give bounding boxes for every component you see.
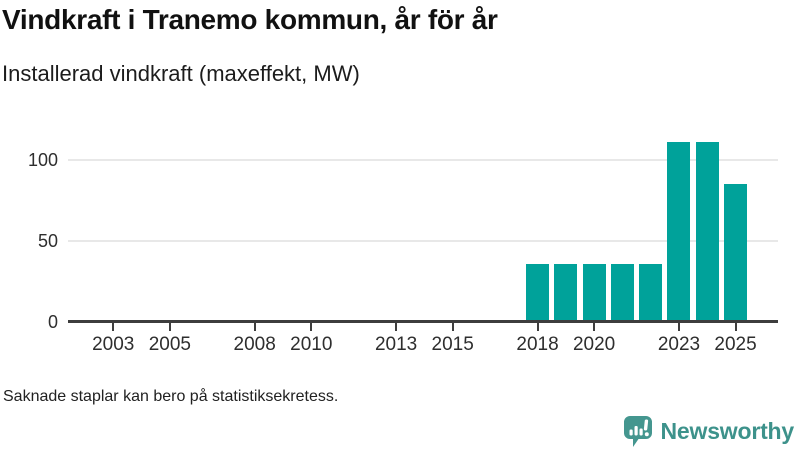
y-axis-tick-label: 100 — [27, 150, 58, 170]
x-axis-tick-label: 2018 — [516, 334, 559, 355]
chart-bar — [554, 263, 578, 322]
x-axis-tick-label: 2015 — [431, 334, 474, 355]
x-axis-tick — [536, 322, 539, 331]
x-axis-tick-label: 2025 — [714, 334, 757, 355]
x-axis-tick-label: 2005 — [148, 334, 191, 355]
x-axis-tick — [253, 322, 256, 331]
x-axis-tick-label: 2013 — [374, 334, 418, 355]
chart-bar — [610, 263, 634, 322]
x-axis-tick — [593, 322, 596, 331]
x-axis-tick — [734, 322, 737, 331]
chart-bar — [724, 184, 748, 322]
x-axis-tick-label: 2003 — [92, 334, 135, 355]
x-axis-tick-label: 2010 — [290, 334, 333, 355]
x-axis-line — [68, 320, 778, 323]
y-gridline — [68, 159, 778, 161]
chart-bar — [639, 263, 663, 322]
x-axis-tick — [310, 322, 313, 331]
chart-bar — [582, 263, 606, 322]
chart-bar — [667, 142, 691, 322]
chart-title: Vindkraft i Tranemo kommun, år för år — [2, 4, 498, 35]
chart-bar — [695, 142, 719, 322]
y-axis-tick-label: 50 — [37, 231, 58, 251]
chart-subtitle: Installerad vindkraft (maxeffekt, MW) — [2, 61, 360, 86]
y-axis-tick-label: 0 — [47, 312, 58, 332]
newsworthy-logo: Newsworthy — [623, 414, 794, 448]
x-axis-tick — [112, 322, 115, 331]
y-gridline — [68, 240, 778, 242]
footnote: Saknade staplar kan bero på statistiksek… — [3, 388, 339, 405]
x-axis-tick — [451, 322, 454, 331]
x-axis-tick — [168, 322, 171, 331]
x-axis-tick-label: 2008 — [233, 334, 276, 355]
newsworthy-bubble-chart-icon — [623, 415, 653, 448]
x-axis-tick — [677, 322, 680, 331]
newsworthy-wordmark: Newsworthy — [660, 417, 795, 444]
x-axis-tick-label: 2020 — [572, 334, 616, 355]
x-axis-tick-label: 2023 — [657, 334, 701, 355]
chart-bar — [526, 263, 550, 322]
x-axis-tick — [395, 322, 398, 331]
